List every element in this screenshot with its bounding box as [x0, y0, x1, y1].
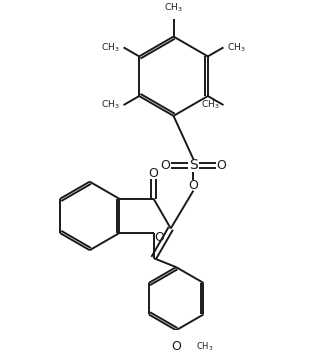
Text: CH$_3$: CH$_3$ [101, 41, 120, 54]
Text: S: S [189, 158, 198, 172]
Text: CH$_3$: CH$_3$ [201, 99, 220, 111]
Text: CH$_3$: CH$_3$ [164, 1, 183, 14]
Text: O: O [149, 167, 158, 180]
Text: CH$_3$: CH$_3$ [196, 340, 213, 352]
Text: O: O [171, 340, 181, 352]
Text: O: O [216, 159, 226, 172]
Text: O: O [188, 179, 198, 192]
Text: CH$_3$: CH$_3$ [227, 41, 246, 54]
Text: CH$_3$: CH$_3$ [101, 99, 120, 111]
Text: O: O [154, 231, 164, 244]
Text: O: O [160, 159, 170, 172]
